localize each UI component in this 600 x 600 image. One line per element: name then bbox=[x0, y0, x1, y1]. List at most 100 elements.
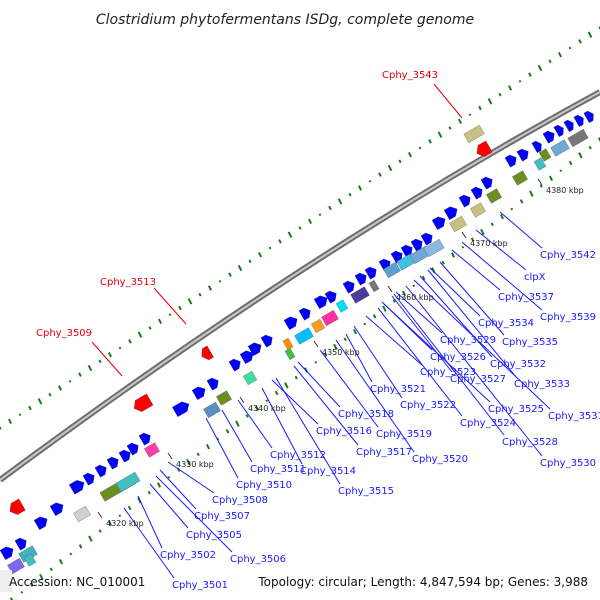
gc-mark bbox=[235, 420, 240, 427]
gene-label: Cphy_3534 bbox=[478, 318, 534, 329]
leader-line bbox=[293, 365, 359, 446]
gc-mark bbox=[548, 175, 554, 182]
gene-block bbox=[310, 318, 326, 334]
gc-mark bbox=[37, 398, 43, 405]
gene-label: Cphy_3530 bbox=[540, 458, 596, 469]
gene-block bbox=[115, 471, 141, 493]
gc-mark bbox=[478, 105, 482, 111]
gene-label: Cphy_3519 bbox=[376, 429, 432, 440]
corner-swatch bbox=[0, 570, 12, 592]
gene-label: Cphy_3524 bbox=[460, 418, 516, 429]
gc-mark bbox=[87, 364, 93, 372]
forward-gene-arrow bbox=[542, 130, 555, 144]
reverse-gene-arrow bbox=[9, 498, 26, 515]
gc-mark bbox=[568, 46, 572, 50]
leader-line bbox=[405, 285, 543, 457]
gc-mark bbox=[348, 192, 352, 197]
gene-label: Cphy_3510 bbox=[236, 480, 292, 491]
leader-line bbox=[429, 267, 481, 317]
gene-label: Cphy_3515 bbox=[338, 486, 394, 497]
gc-mark bbox=[298, 226, 302, 230]
leader-line bbox=[137, 495, 163, 549]
svg-text:4370 kbp: 4370 kbp bbox=[470, 239, 508, 248]
gene-block bbox=[512, 170, 528, 186]
gc-mark bbox=[68, 379, 72, 383]
gc-mark bbox=[480, 228, 485, 236]
gc-mark bbox=[487, 98, 493, 105]
leader-line bbox=[205, 417, 239, 479]
forward-gene-arrow bbox=[82, 472, 95, 486]
leader-line bbox=[237, 399, 273, 449]
gc-mark bbox=[578, 39, 582, 44]
gc-mark bbox=[597, 137, 600, 143]
kbp-tick: 4350 kbp bbox=[313, 340, 360, 357]
gc-mark bbox=[368, 179, 372, 183]
gc-mark bbox=[128, 339, 132, 344]
forward-gene-arrow bbox=[94, 464, 107, 478]
gc-mark bbox=[363, 322, 367, 326]
gc-mark bbox=[287, 231, 293, 238]
forward-gene-arrow bbox=[324, 290, 337, 304]
gc-mark bbox=[7, 418, 13, 425]
gene-label: Cphy_3525 bbox=[488, 404, 544, 415]
forward-gene-arrow bbox=[49, 502, 64, 516]
forward-gene-arrow bbox=[33, 516, 48, 530]
gc-mark bbox=[328, 205, 332, 211]
gc-mark bbox=[98, 529, 102, 533]
forward-gene-arrow bbox=[118, 449, 131, 463]
forward-gene-arrow bbox=[354, 272, 367, 286]
leader-line bbox=[167, 461, 215, 494]
gc-mark bbox=[245, 414, 249, 418]
svg-text:4330 kbp: 4330 kbp bbox=[176, 460, 214, 469]
gc-mark bbox=[314, 360, 318, 364]
gc-mark bbox=[216, 437, 220, 441]
leader-line bbox=[419, 275, 493, 358]
gc-mark bbox=[147, 490, 151, 495]
gene-label: Cphy_3535 bbox=[502, 337, 558, 348]
gene-label: Cphy_3533 bbox=[514, 379, 570, 390]
forward-gene-arrow bbox=[573, 114, 584, 127]
gene-label: Cphy_3521 bbox=[370, 384, 426, 395]
leader-line bbox=[381, 301, 433, 351]
forward-gene-arrow bbox=[563, 119, 574, 132]
gene-label: Cphy_3518 bbox=[338, 409, 394, 420]
gc-mark bbox=[588, 145, 592, 150]
gene-block bbox=[470, 202, 486, 218]
gc-mark bbox=[218, 279, 222, 283]
forward-gene-arrow bbox=[504, 154, 517, 168]
gc-mark bbox=[507, 85, 513, 91]
gene-block bbox=[567, 128, 589, 148]
gene-block bbox=[423, 238, 445, 258]
forward-gene-arrow bbox=[313, 295, 328, 309]
gc-mark bbox=[28, 405, 32, 411]
gc-mark bbox=[58, 558, 64, 565]
gene-label: Cphy_3513 bbox=[100, 277, 156, 288]
gene-block bbox=[533, 157, 547, 171]
leader-line bbox=[475, 229, 527, 271]
gene-block bbox=[242, 370, 258, 386]
gene-block bbox=[486, 188, 502, 204]
leader-line bbox=[395, 291, 443, 334]
leader-line bbox=[271, 379, 319, 425]
gc-mark bbox=[127, 505, 132, 511]
gc-mark bbox=[498, 92, 502, 97]
leader-line bbox=[427, 269, 517, 378]
gene-label: Cphy_3539 bbox=[540, 312, 596, 323]
forward-gene-arrow bbox=[410, 238, 423, 252]
forward-gene-arrow bbox=[298, 307, 311, 321]
gc-mark bbox=[29, 582, 34, 587]
leader-line bbox=[153, 287, 187, 325]
gc-mark bbox=[278, 239, 282, 244]
gc-mark bbox=[412, 284, 416, 288]
leader-line bbox=[391, 295, 453, 373]
gene-block bbox=[321, 309, 339, 327]
gc-mark bbox=[107, 351, 113, 358]
gene-label: Cphy_3508 bbox=[212, 495, 268, 506]
leader-line bbox=[91, 341, 123, 377]
gc-mark bbox=[407, 151, 413, 158]
forward-gene-arrow bbox=[531, 140, 542, 153]
forward-gene-arrow bbox=[480, 176, 493, 190]
gene-label: Cphy_3532 bbox=[490, 359, 546, 370]
gc-mark bbox=[470, 237, 475, 242]
gc-mark bbox=[510, 207, 514, 211]
